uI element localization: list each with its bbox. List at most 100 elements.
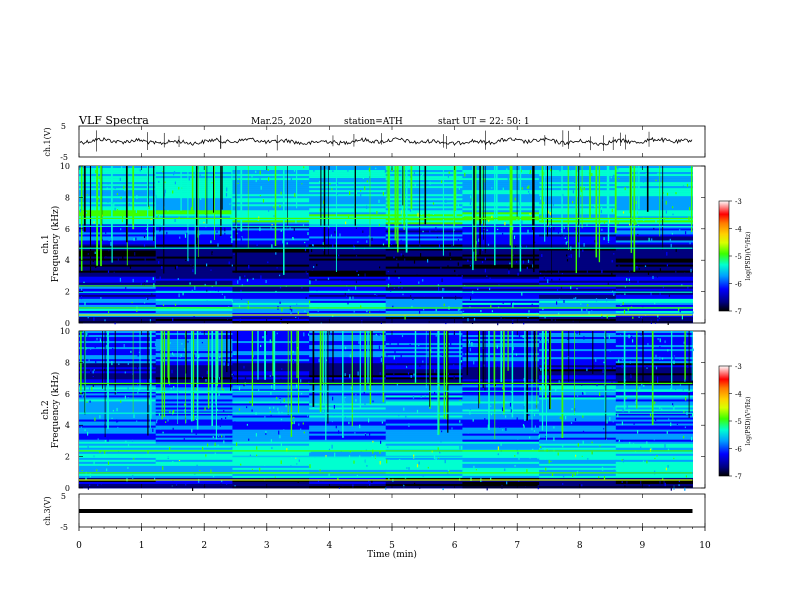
spectrogram-cell [615, 222, 693, 225]
spectrogram-cell [79, 345, 157, 348]
spectrogram-cell [232, 343, 310, 346]
spectrogram-cell [539, 357, 617, 360]
spectrogram-speckle [193, 354, 196, 358]
spectrogram-speckle [224, 227, 226, 232]
spectrogram-speckle [404, 387, 406, 392]
spectrogram-cell [232, 337, 310, 340]
spectrogram-cell [615, 176, 693, 179]
spectrogram-cell [309, 379, 387, 382]
spectrogram-speckle [558, 380, 560, 384]
spectrogram-speckle [523, 322, 525, 325]
spectrogram-speckle [251, 468, 253, 470]
spectrogram-cell [79, 294, 157, 298]
spectrogram-speckle [118, 363, 120, 365]
spectrogram-speckle [540, 447, 542, 450]
spectrogram-speckle [279, 301, 281, 304]
spectrogram-speckle [227, 317, 229, 320]
spectrogram-cell [385, 369, 463, 372]
spectrogram-cell [385, 202, 463, 205]
spectrogram-speckle [97, 277, 99, 280]
colorbar-tick-label: -7 [735, 473, 742, 481]
spectrogram-cell [539, 347, 617, 350]
spectrogram-speckle [195, 387, 197, 391]
spectrogram-cell [385, 256, 463, 259]
spectrogram-speckle [400, 253, 402, 256]
spectrogram-cell [232, 222, 310, 225]
ch2-spectrogram-image [79, 331, 694, 491]
spectrogram-speckle [177, 278, 179, 280]
spectrogram-cell [155, 337, 233, 340]
spectrogram-cell [539, 192, 617, 195]
spectrogram-cell [539, 188, 617, 191]
spectrogram-cell [309, 176, 387, 179]
spectrogram-speckle [159, 227, 161, 231]
spectrogram-cell [79, 381, 157, 384]
spectrogram-speckle [363, 206, 365, 208]
spectrogram-cell [232, 310, 310, 314]
spectrogram-speckle [308, 450, 310, 453]
spectrogram-speckle [553, 426, 555, 429]
spectrogram-cell [615, 240, 693, 243]
spectrogram-speckle [613, 293, 615, 296]
spectrogram-cell [615, 451, 693, 455]
spectrogram-speckle [486, 229, 488, 231]
spectrogram-speckle [618, 359, 620, 363]
spectrogram-cell [155, 180, 233, 183]
spectrogram-speckle [91, 386, 93, 391]
spectrogram-speckle [489, 287, 491, 291]
spectrogram-speckle [522, 335, 524, 338]
spectrogram-cell [385, 240, 463, 243]
spectrogram-speckle [394, 270, 396, 273]
spectrogram-speckle [507, 176, 509, 180]
spectrogram-cell [385, 457, 463, 461]
spectrogram-cell [232, 184, 310, 187]
spectrogram-cell [155, 435, 233, 438]
spectrogram-cell [385, 226, 463, 229]
spectrogram-cell [309, 427, 387, 430]
spectrogram-speckle [280, 399, 282, 403]
spectrogram-cell [615, 413, 693, 416]
spectrogram-speckle [627, 307, 629, 311]
spectrogram-speckle [504, 222, 506, 226]
spectrogram-cell [155, 202, 233, 205]
spectrogram-speckle [349, 451, 351, 453]
spectrogram-speckle [484, 268, 486, 273]
spectrogram-cell [309, 200, 387, 203]
spectrogram-speckle [269, 339, 271, 344]
spectrogram-cell [309, 192, 387, 195]
spectrogram-cell [615, 234, 693, 237]
spectrogram-cell [385, 345, 463, 348]
spectrogram-cell [539, 425, 617, 428]
spectrogram-cell [385, 425, 463, 428]
spectrogram-cell [232, 453, 310, 457]
spectrogram-cell [462, 403, 540, 406]
colorbar-tick-label: -5 [735, 418, 742, 426]
spectrogram-cell [615, 365, 693, 368]
spectrogram-speckle [611, 208, 613, 213]
spectrogram-speckle [265, 280, 267, 284]
spectrogram-speckle [271, 432, 273, 436]
spectrogram-cell [539, 359, 617, 362]
spectrogram-speckle [379, 451, 381, 454]
spectrogram-speckle [675, 192, 677, 195]
spectrogram-cell [155, 272, 233, 275]
spectrogram-speckle [404, 264, 406, 266]
spectrogram-cell [539, 461, 617, 465]
spectrogram-speckle [137, 392, 139, 394]
spectrogram-cell [79, 477, 157, 481]
spectrogram-cell [539, 361, 617, 364]
colorbar-tick-label: -4 [735, 391, 742, 399]
spectrogram-speckle [298, 459, 300, 462]
ch1-waveform-frame [78, 125, 706, 158]
spectrogram-speckle [342, 484, 344, 487]
spectrogram-cell [155, 373, 233, 376]
spectrogram-speckle [279, 435, 281, 439]
spectrogram-speckle [607, 241, 610, 243]
spectrogram-speckle [287, 322, 289, 324]
spectrogram-speckle [673, 360, 675, 365]
spectrogram-speckle [547, 398, 549, 403]
spectrogram-cell [539, 220, 617, 223]
spectrogram-speckle [594, 205, 596, 208]
spectrogram-cell [232, 347, 310, 350]
spectrogram-cell [539, 230, 617, 233]
